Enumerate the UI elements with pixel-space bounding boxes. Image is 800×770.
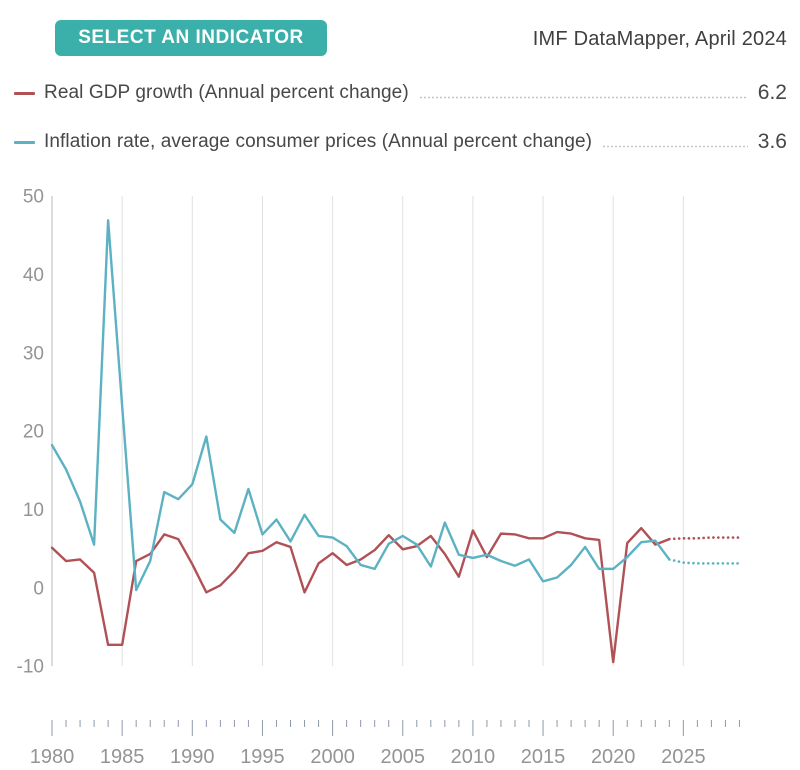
- inflation-series: [50, 219, 741, 592]
- gdp-projection-line: [668, 536, 741, 541]
- inflation-dotted-leader: [602, 144, 748, 148]
- x-axis-label: 2000: [310, 746, 355, 768]
- y-axis-label: 10: [23, 500, 44, 521]
- inflation-projection-line: [668, 558, 741, 565]
- legend-row-gdp[interactable]: Real GDP growth (Annual percent change) …: [14, 80, 787, 106]
- gdp-line: [50, 526, 671, 664]
- x-axis-label: 1990: [170, 746, 215, 768]
- x-axis-label: 2005: [381, 746, 426, 768]
- y-axis-label: -10: [17, 657, 44, 678]
- x-axis-ticks: 1980 1985 1990 1995 2000 2005 2010 2015 2020 2025: [30, 720, 740, 768]
- datamapper-source-label: IMF DataMapper, April 2024: [532, 28, 787, 50]
- x-axis-label: 1980: [30, 746, 75, 768]
- gdp-line-swatch: [14, 91, 35, 95]
- inflation-line-swatch: [14, 140, 35, 144]
- gdp-latest-value: 6.2: [757, 81, 787, 104]
- x-axis-label: 2015: [521, 746, 566, 768]
- y-axis-label: 30: [23, 343, 44, 364]
- x-axis-label: 2010: [451, 746, 496, 768]
- gdp-series: [50, 526, 741, 664]
- gridlines: [121, 196, 684, 666]
- inflation-latest-value: 3.6: [757, 130, 787, 153]
- y-axis-label: 50: [23, 187, 44, 208]
- y-axis: 50 40 30 20 10 0 -10: [17, 187, 53, 678]
- legend-row-inflation[interactable]: Inflation rate, average consumer prices …: [14, 129, 787, 155]
- x-axis-label: 1985: [100, 746, 145, 768]
- y-axis-label: 20: [23, 422, 44, 443]
- select-indicator-button[interactable]: SELECT AN INDICATOR: [55, 20, 327, 56]
- x-axis-label: 1995: [240, 746, 285, 768]
- gdp-dotted-leader: [418, 95, 748, 99]
- y-axis-label: 0: [33, 578, 44, 599]
- x-axis-label: 2020: [591, 746, 636, 768]
- gdp-legend-label: Real GDP growth (Annual percent change): [44, 82, 409, 103]
- inflation-legend-label: Inflation rate, average consumer prices …: [44, 131, 593, 152]
- x-axis-label: 2025: [661, 746, 706, 768]
- inflation-line: [50, 219, 671, 592]
- y-axis-label: 40: [23, 265, 44, 286]
